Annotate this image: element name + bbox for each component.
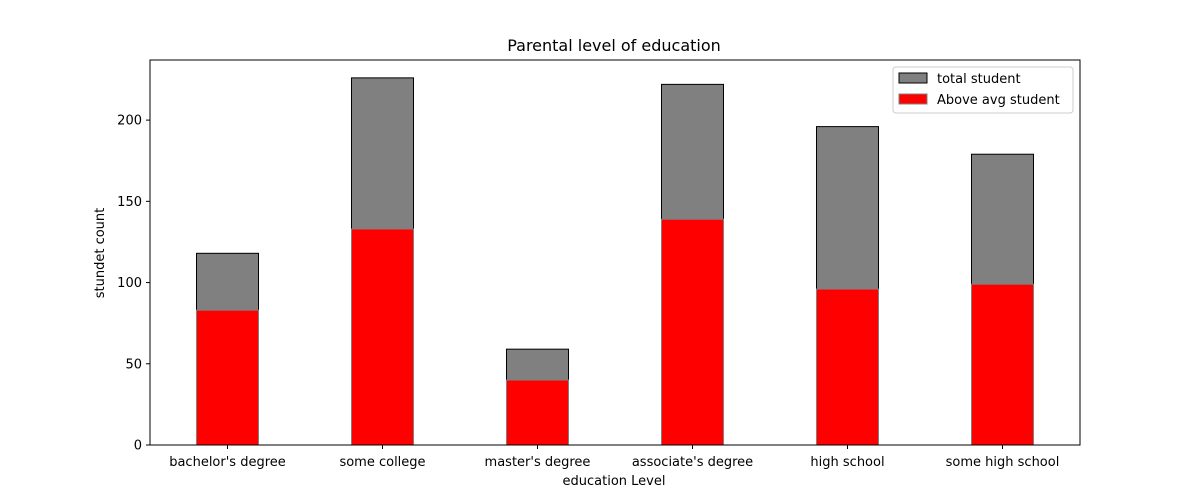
legend-swatch-total	[898, 72, 928, 84]
chart-title: Parental level of education	[507, 36, 721, 55]
x-tick-label: master's degree	[485, 455, 591, 470]
bar-above-avg-1	[351, 228, 414, 446]
bar-above-avg-2	[506, 379, 569, 446]
y-tick-label: 150	[117, 195, 142, 210]
x-tick-label: some college	[339, 455, 425, 470]
bar-above-avg-4	[816, 288, 879, 446]
legend: total student Above avg student	[892, 66, 1074, 114]
bar-above-avg-3	[661, 218, 724, 446]
plot-frame	[149, 59, 1081, 446]
legend-swatch-above-avg	[898, 93, 928, 105]
legend-label-above-avg: Above avg student	[937, 93, 1060, 108]
y-tick-label: 0	[134, 439, 142, 454]
bar-above-avg-0	[196, 309, 259, 446]
y-tick-label: 50	[125, 357, 142, 372]
ticks-layer: bachelor's degree some college master's de…	[117, 114, 1059, 470]
y-axis-label: stundet count	[93, 208, 108, 299]
x-tick-label: high school	[810, 455, 884, 470]
x-tick-label: associate's degree	[632, 455, 753, 470]
legend-box	[892, 66, 1074, 114]
bar-above-avg-5	[971, 283, 1034, 446]
y-tick-label: 100	[117, 276, 142, 291]
x-tick-label: some high school	[946, 455, 1060, 470]
legend-label-total: total student	[937, 72, 1021, 87]
x-axis-label: education Level	[563, 474, 666, 489]
x-tick-label: bachelor's degree	[169, 455, 286, 470]
bars-layer	[196, 77, 1034, 446]
y-tick-label: 200	[117, 114, 142, 129]
